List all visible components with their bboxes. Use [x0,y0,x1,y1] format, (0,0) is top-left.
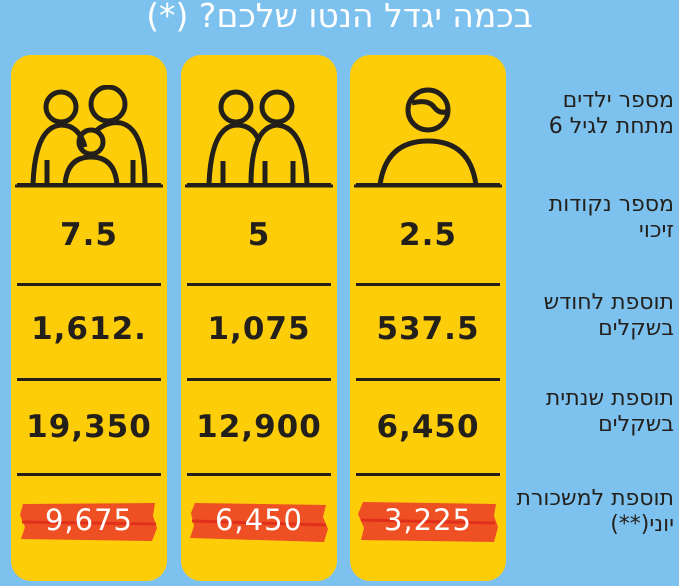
row-label-credit-points: מספר נקודות זיכוי [548,192,674,243]
yearly-value: 19,350 [26,409,152,445]
column-two-people: 5 1,075 12,900 6,450 [181,55,337,581]
divider [187,473,331,476]
divider [356,473,500,476]
divider [356,283,500,286]
row-label-children: מספר ילדים מתחת לגיל 6 [548,88,674,139]
credit-points-value: 2.5 [399,217,457,253]
yearly-value: 12,900 [196,409,322,445]
monthly-value: 1,075 [207,311,311,347]
monthly-value: 1,612. [31,311,147,347]
highlight-marker [19,502,159,542]
yearly-value: 6,450 [376,409,480,445]
divider [187,378,331,381]
divider [17,473,161,476]
divider [187,183,331,186]
row-label-june: תוספת למשכורת יוני(**) [516,486,674,537]
single-person-icon [354,87,502,188]
credit-points-value: 7.5 [60,217,118,253]
row-label-monthly: תוספת לחודש בשקלים [543,290,674,341]
june-value: 3,225 [383,503,473,537]
highlight-marker [358,502,498,542]
divider [17,283,161,286]
family-icon [15,85,163,188]
divider [356,183,500,186]
june-value: 9,675 [44,503,134,537]
divider [17,378,161,381]
credit-points-value: 5 [247,217,271,253]
highlight-marker [189,502,329,542]
divider [187,283,331,286]
june-value: 6,450 [214,503,304,537]
column-family: 7.5 1,612. 19,350 9,675 [11,55,167,581]
monthly-value: 537.5 [376,311,480,347]
row-label-yearly: תוספת שנתית בשקלים [545,386,674,437]
page-title: בכמה יגדל הנטו שלכם? (*) [146,0,533,35]
column-single: 2.5 537.5 6,450 3,225 [350,55,506,581]
divider [356,378,500,381]
divider [17,183,161,186]
two-people-icon [185,89,333,188]
